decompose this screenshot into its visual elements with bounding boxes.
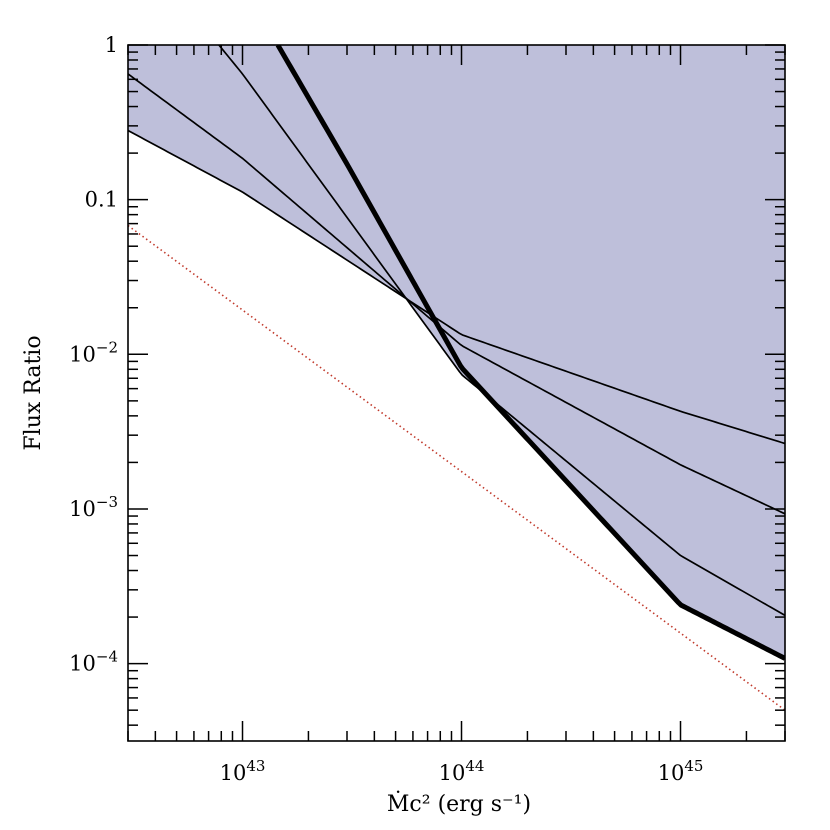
series-line-5: [128, 224, 785, 711]
y-tick-label: 10−2: [69, 338, 118, 366]
x-axis-label: Ṁc² (erg s⁻¹): [387, 790, 531, 817]
y-tick-label: 10−3: [69, 493, 118, 521]
x-tick-label: 1043: [220, 757, 266, 785]
axis-ticks: [127, 44, 786, 741]
y-axis-label: Flux Ratio: [21, 335, 46, 450]
shaded-region: [128, 45, 785, 659]
series-line-4: [275, 45, 785, 661]
y-tick-label: 10−4: [69, 648, 118, 676]
x-tick-label: 1045: [658, 757, 704, 785]
plot-area: [128, 45, 785, 711]
x-tick-label: 1044: [439, 757, 485, 785]
curves: [128, 45, 785, 711]
series-line-1: [128, 129, 785, 445]
series-line-2: [128, 73, 785, 515]
y-tick-label: 0.1: [85, 188, 118, 212]
y-tick-label: 1: [105, 33, 118, 57]
tick-labels: 1043 1044 1045 1 0.1 10−2 10−3 10−4: [69, 33, 703, 785]
plot-frame: [127, 44, 786, 742]
